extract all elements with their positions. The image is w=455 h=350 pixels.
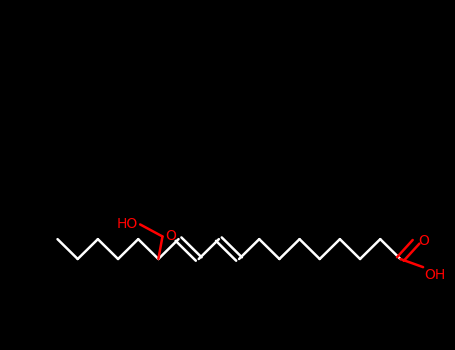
Text: O: O [165,230,176,244]
Text: OH: OH [425,268,446,282]
Text: HO: HO [116,217,138,231]
Text: O: O [418,234,429,248]
